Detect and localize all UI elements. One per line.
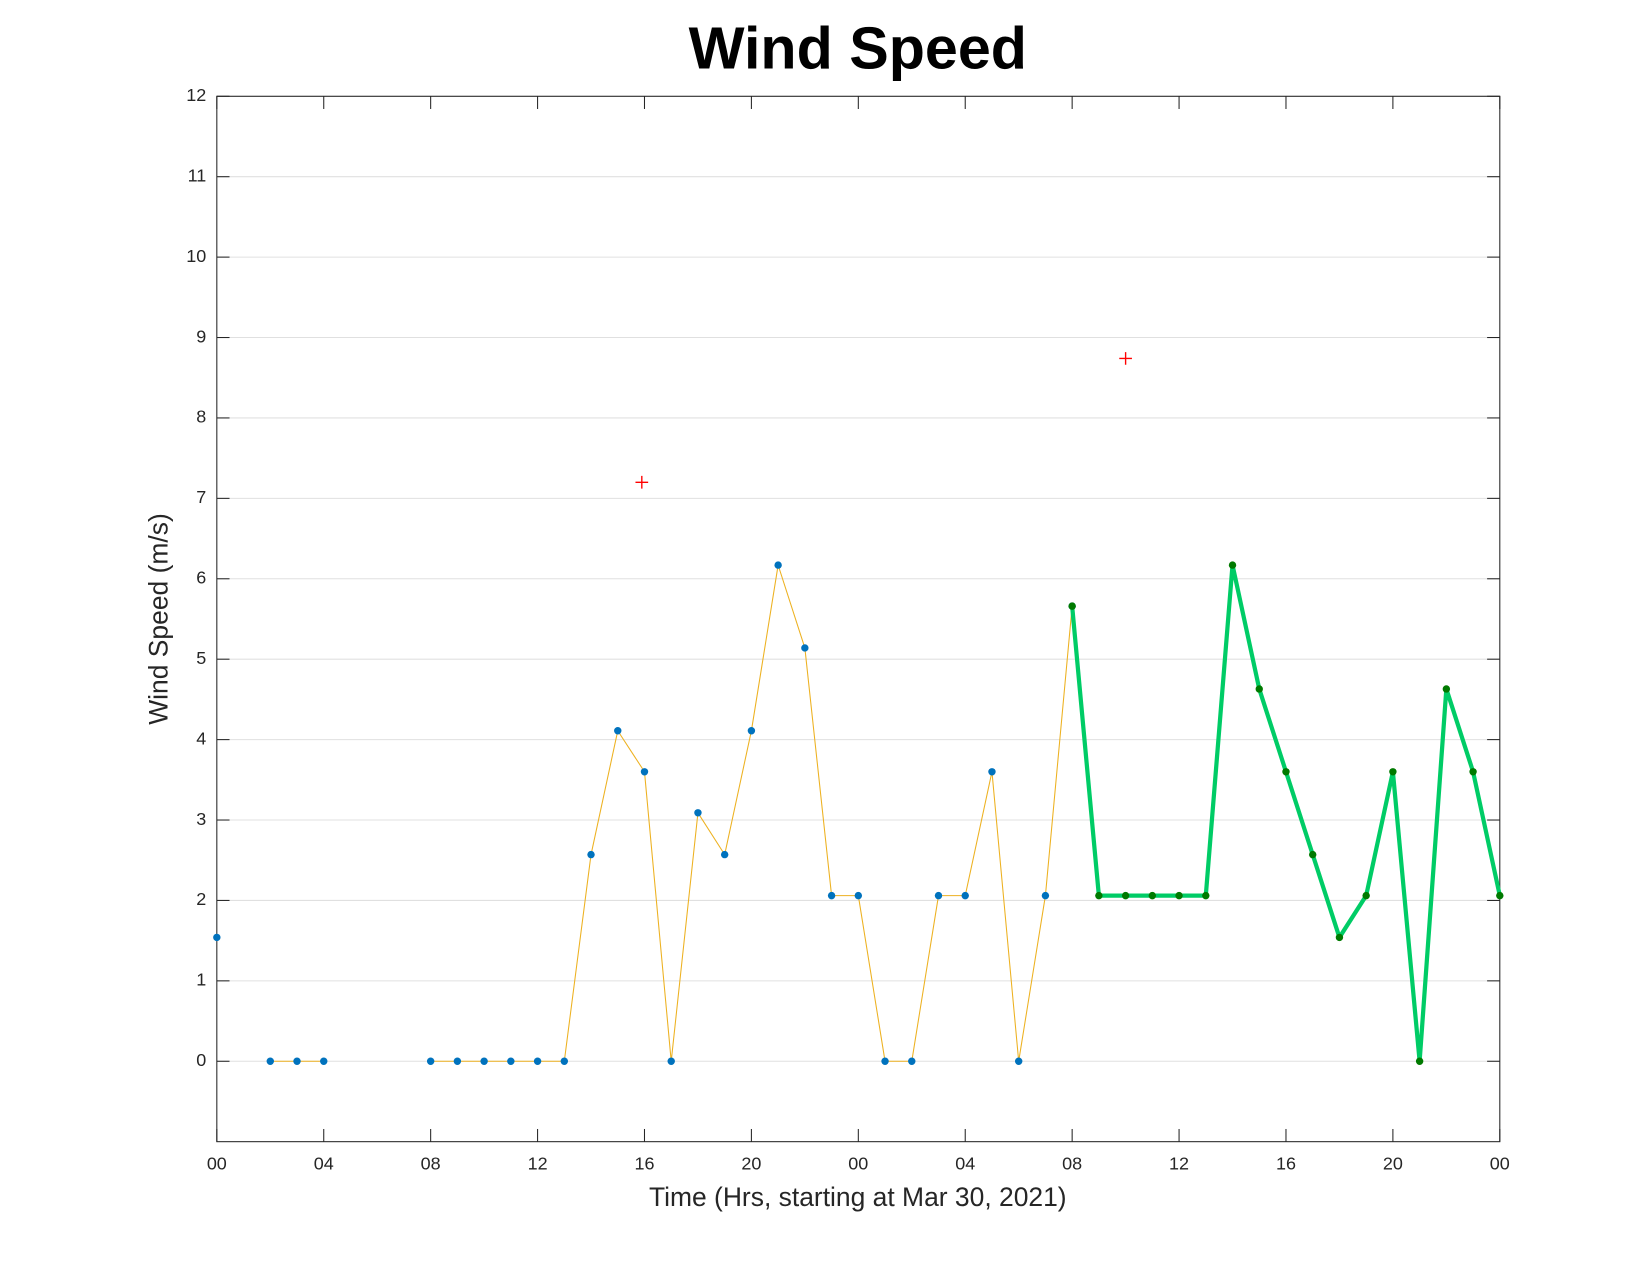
y-tick-label: 5	[196, 648, 206, 668]
y-tick-label: 2	[196, 889, 206, 909]
data-point	[560, 1057, 569, 1065]
data-point	[1121, 891, 1130, 900]
data-point	[1175, 891, 1183, 900]
data-line	[270, 564, 1073, 1062]
x-tick-label: 00	[848, 1154, 868, 1174]
x-tick-label: 00	[1490, 1154, 1510, 1174]
y-tick-label: 6	[196, 568, 206, 588]
data-point	[640, 768, 649, 776]
x-tick-label: 08	[1062, 1154, 1082, 1174]
y-tick-label: 12	[186, 85, 206, 105]
y-axis-label: Wind Speed (m/s)	[144, 513, 174, 725]
data-point	[1148, 891, 1157, 900]
x-tick-label: 12	[528, 1154, 548, 1174]
data-point	[1202, 891, 1210, 900]
data-point	[1442, 685, 1451, 693]
y-tick-label: 1	[196, 970, 206, 990]
y-tick-label: 9	[196, 326, 206, 346]
outlier-marker	[635, 475, 649, 489]
data-point	[266, 1057, 274, 1065]
data-point	[667, 1057, 675, 1065]
y-tick-label: 3	[196, 809, 206, 829]
data-point	[988, 768, 996, 776]
y-tick-label: 0	[196, 1050, 206, 1070]
data-point	[587, 850, 595, 859]
data-point	[801, 644, 809, 652]
chart-title: Wind Speed	[689, 15, 1027, 82]
data-point	[720, 850, 729, 859]
data-point	[934, 891, 943, 900]
data-point	[854, 891, 863, 900]
data-point	[453, 1057, 462, 1065]
data-point	[1469, 768, 1477, 776]
data-point	[1389, 768, 1397, 776]
data-point	[507, 1057, 515, 1065]
y-tick-label: 8	[196, 407, 206, 427]
data-point	[961, 891, 969, 900]
x-tick-label: 04	[314, 1154, 334, 1174]
data-point	[1282, 768, 1290, 776]
data-point	[1362, 891, 1370, 900]
data-point	[614, 727, 622, 735]
data-point	[1496, 891, 1504, 900]
data-point	[1095, 891, 1103, 900]
plot-frame	[216, 95, 1501, 1143]
y-tick-label: 11	[188, 165, 207, 185]
data-point	[747, 727, 756, 735]
x-tick-label: 20	[1383, 1154, 1403, 1174]
x-tick-label: 00	[207, 1154, 227, 1174]
x-tick-label: 04	[955, 1154, 975, 1174]
data-point	[694, 809, 702, 817]
data-point	[293, 1057, 301, 1065]
data-point	[1309, 850, 1317, 859]
data-point	[881, 1057, 889, 1065]
x-tick-label: 16	[1276, 1154, 1296, 1174]
x-tick-label: 20	[741, 1154, 761, 1174]
y-tick-label: 7	[196, 487, 206, 507]
data-point	[908, 1057, 916, 1065]
data-point	[1335, 933, 1344, 942]
data-point	[533, 1057, 542, 1065]
y-tick-label: 4	[196, 728, 206, 748]
x-tick-label: 12	[1169, 1154, 1189, 1174]
data-point	[1068, 602, 1076, 610]
data-point	[1255, 685, 1263, 693]
data-point	[213, 933, 221, 942]
x-tick-label: 08	[421, 1154, 441, 1174]
data-point	[1415, 1057, 1424, 1065]
outlier-marker	[1119, 352, 1132, 365]
data-point	[1041, 891, 1050, 900]
data-point	[1014, 1057, 1023, 1065]
data-point	[426, 1057, 435, 1065]
data-point	[1228, 561, 1237, 569]
data-point	[320, 1057, 328, 1065]
x-axis-label: Time (Hrs, starting at Mar 30, 2021)	[649, 1182, 1067, 1212]
data-line	[1070, 562, 1502, 1064]
data-point	[827, 891, 836, 900]
x-tick-label: 16	[634, 1154, 654, 1174]
y-tick-label: 10	[186, 246, 206, 266]
data-point	[480, 1057, 488, 1065]
data-point	[774, 561, 782, 569]
